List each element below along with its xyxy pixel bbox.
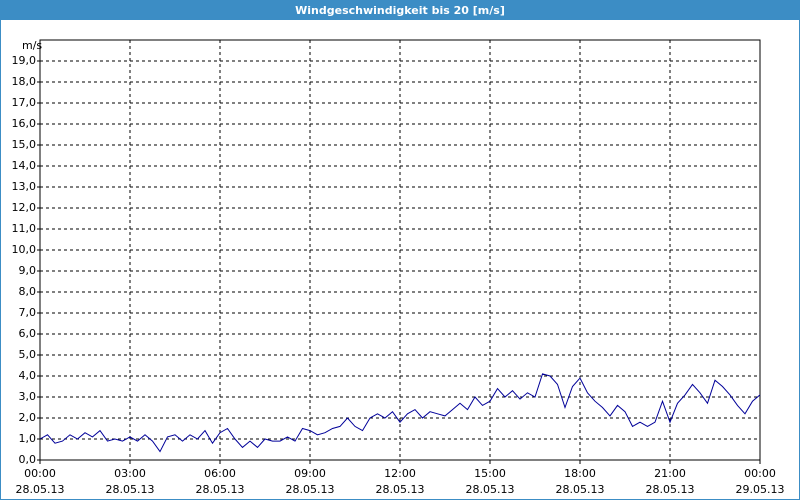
y-tick-label: 12,0: [12, 201, 37, 214]
y-tick-label: 13,0: [12, 180, 37, 193]
y-axis-label: m/s: [22, 39, 42, 52]
y-tick-label: 15,0: [12, 138, 37, 151]
x-tick-label: 21:00: [654, 467, 686, 480]
x-tick-date: 28.05.13: [376, 483, 425, 496]
x-tick-label: 09:00: [294, 467, 326, 480]
x-tick-date: 28.05.13: [556, 483, 605, 496]
x-tick-date: 28.05.13: [106, 483, 155, 496]
y-tick-label: 14,0: [12, 159, 37, 172]
y-tick-label: 7,0: [19, 306, 37, 319]
y-tick-label: 6,0: [19, 327, 37, 340]
x-tick-date: 28.05.13: [646, 483, 695, 496]
x-tick-label: 00:00: [24, 467, 56, 480]
y-tick-label: 5,0: [19, 348, 37, 361]
y-tick-label: 18,0: [12, 75, 37, 88]
x-tick-date: 29.05.13: [736, 483, 785, 496]
x-tick-label: 03:00: [114, 467, 146, 480]
y-tick-label: 16,0: [12, 117, 37, 130]
x-tick-date: 28.05.13: [196, 483, 245, 496]
y-tick-label: 3,0: [19, 390, 37, 403]
x-tick-date: 28.05.13: [16, 483, 65, 496]
y-tick-label: 11,0: [12, 222, 37, 235]
chart-title: Windgeschwindigkeit bis 20 [m/s]: [295, 4, 505, 17]
y-tick-label: 10,0: [12, 243, 37, 256]
x-tick-label: 12:00: [384, 467, 416, 480]
y-tick-label: 0,0: [19, 453, 37, 466]
y-tick-label: 8,0: [19, 285, 37, 298]
title-bar: [0, 0, 800, 20]
x-tick-date: 28.05.13: [286, 483, 335, 496]
data-line: [39, 373, 761, 453]
y-tick-label: 2,0: [19, 411, 37, 424]
x-tick-date: 28.05.13: [466, 483, 515, 496]
y-tick-label: 4,0: [19, 369, 37, 382]
x-tick-label: 15:00: [474, 467, 506, 480]
y-tick-label: 1,0: [19, 432, 37, 445]
x-tick-label: 18:00: [564, 467, 596, 480]
x-tick-label: 00:00: [744, 467, 776, 480]
y-tick-label: 19,0: [12, 54, 37, 67]
x-tick-label: 06:00: [204, 467, 236, 480]
y-tick-label: 9,0: [19, 264, 37, 277]
y-tick-label: 17,0: [12, 96, 37, 109]
